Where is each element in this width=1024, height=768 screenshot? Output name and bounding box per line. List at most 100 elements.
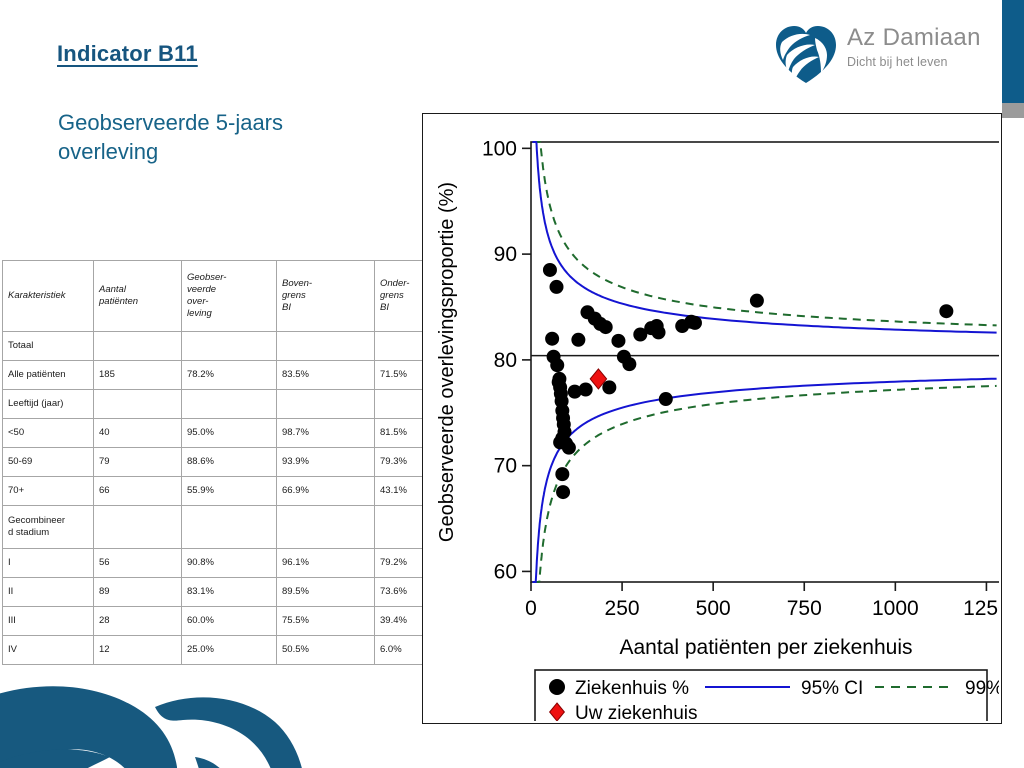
y-tick-label: 80 xyxy=(494,349,517,372)
data-point-hospital xyxy=(567,384,582,399)
legend-label-hospital: Ziekenhuis % xyxy=(575,678,689,699)
data-point-hospital xyxy=(556,485,571,500)
table-cell: Gecombineer d stadium xyxy=(2,505,94,549)
table-cell: 83.5% xyxy=(276,360,375,390)
table-cell: 98.7% xyxy=(276,418,375,448)
data-point-hospital xyxy=(549,279,564,294)
ci99-lower-curve xyxy=(532,384,997,583)
data-point-hospital xyxy=(561,440,576,455)
table-cell xyxy=(276,389,375,419)
y-tick-label: 70 xyxy=(494,455,517,478)
legend-marker-hospital xyxy=(549,679,565,695)
data-point-hospital xyxy=(602,380,617,395)
table-cell: 66 xyxy=(93,476,182,506)
table-cell: 88.6% xyxy=(181,447,277,477)
data-point-hospital xyxy=(550,358,565,373)
table-cell: Leeftijd (jaar) xyxy=(2,389,94,419)
chart-legend xyxy=(534,669,988,721)
brand-logo-text: Az Damiaan Dicht bij het leven xyxy=(847,24,981,70)
x-tick-label: 250 xyxy=(605,597,640,620)
table-cell xyxy=(93,331,182,361)
table-cell: Totaal xyxy=(2,331,94,361)
ci99-upper-curve xyxy=(532,141,997,327)
legend-label-own: Uw ziekenhuis xyxy=(575,703,698,721)
table-cell xyxy=(181,331,277,361)
ci95-upper-curve xyxy=(532,141,997,334)
x-tick-label: 1250 xyxy=(963,597,999,620)
x-tick-label: 750 xyxy=(787,597,822,620)
table-cell: 70+ xyxy=(2,476,94,506)
data-point-hospital xyxy=(633,327,648,342)
data-point-hospital xyxy=(571,332,586,347)
data-point-hospital xyxy=(611,333,626,348)
brand-name: Az Damiaan xyxy=(847,24,981,51)
table-header-cell: Geobser-veerde over-leving xyxy=(181,260,277,332)
x-tick-label: 1000 xyxy=(872,597,919,620)
table-cell: 56 xyxy=(93,548,182,578)
table-cell: 90.8% xyxy=(181,548,277,578)
table-header-row: Karakteristiek Aantal patiënten Geobser-vee… xyxy=(2,260,474,332)
legend-marker-own xyxy=(548,702,566,721)
y-tick-label: 60 xyxy=(494,560,517,583)
table-row: Gecombineer d stadium xyxy=(2,505,474,549)
brand-logo: Az Damiaan Dicht bij het leven xyxy=(775,22,990,88)
funnel-plot: Geobserveerde overlevingsproportie (%) 60… xyxy=(422,113,1002,724)
table-cell: 79 xyxy=(93,447,182,477)
table-cell xyxy=(276,331,375,361)
table-cell: 93.9% xyxy=(276,447,375,477)
legend-label-ci95: 95% CI xyxy=(801,678,863,699)
table-cell xyxy=(93,389,182,419)
x-axis-label: Aantal patiënten per ziekenhuis xyxy=(619,636,912,659)
table-cell: 60.0% xyxy=(181,606,277,636)
data-point-hospital xyxy=(651,325,666,340)
page-subtitle: Geobserveerde 5-jaars overleving xyxy=(58,110,284,165)
data-point-hospital xyxy=(939,304,954,319)
table-cell xyxy=(276,505,375,549)
accent-bar-grey xyxy=(1002,103,1024,118)
table-cell: 78.2% xyxy=(181,360,277,390)
table-header-cell: Karakteristiek xyxy=(2,260,94,332)
table-cell: 50-69 xyxy=(2,447,94,477)
table-cell: 66.9% xyxy=(276,476,375,506)
data-point-own-hospital xyxy=(589,368,608,390)
table-header-cell: Aantal patiënten xyxy=(93,260,182,332)
page-title: Indicator B11 xyxy=(57,41,198,66)
table-row: <50 40 95.0% 98.7% 81.5% xyxy=(2,418,474,448)
table-cell: 185 xyxy=(93,360,182,390)
data-point-hospital xyxy=(658,392,673,407)
table-row: Alle patiënten 185 78.2% 83.5% 71.5% xyxy=(2,360,474,390)
table-row: Totaal xyxy=(2,331,474,361)
table-cell: 89.5% xyxy=(276,577,375,607)
table-cell: 89 xyxy=(93,577,182,607)
accent-bar-blue xyxy=(1002,0,1024,103)
table-cell: II xyxy=(2,577,94,607)
plot-frame xyxy=(530,141,999,583)
table-cell xyxy=(93,505,182,549)
data-point-hospital xyxy=(598,320,613,335)
table-cell: 50.5% xyxy=(276,635,375,665)
table-cell: Alle patiënten xyxy=(2,360,94,390)
table-cell: 12 xyxy=(93,635,182,665)
indicator-table: Karakteristiek Aantal patiënten Geobser-vee… xyxy=(2,260,474,665)
x-tick-label: 500 xyxy=(696,597,731,620)
table-cell: <50 xyxy=(2,418,94,448)
table-cell: 28 xyxy=(93,606,182,636)
y-axis-label: Geobserveerde overlevingsproportie (%) xyxy=(436,182,458,542)
table-cell: IV xyxy=(2,635,94,665)
table-cell: 96.1% xyxy=(276,548,375,578)
table-cell: 75.5% xyxy=(276,606,375,636)
data-point-hospital xyxy=(545,331,560,346)
brand-tagline: Dicht bij het leven xyxy=(847,55,948,69)
data-point-hospital xyxy=(555,467,570,482)
table-row: II 89 83.1% 89.5% 73.6% xyxy=(2,577,474,607)
table-row: 50-69 79 88.6% 93.9% 79.3% xyxy=(2,447,474,477)
table-cell xyxy=(181,505,277,549)
x-tick-label: 0 xyxy=(525,597,537,620)
ci95-lower-curve xyxy=(532,377,997,583)
data-point-hospital xyxy=(687,315,702,330)
table-row: Leeftijd (jaar) xyxy=(2,389,474,419)
data-point-hospital xyxy=(542,262,557,277)
table-cell: 55.9% xyxy=(181,476,277,506)
data-point-hospital xyxy=(578,382,593,397)
table-cell: 95.0% xyxy=(181,418,277,448)
